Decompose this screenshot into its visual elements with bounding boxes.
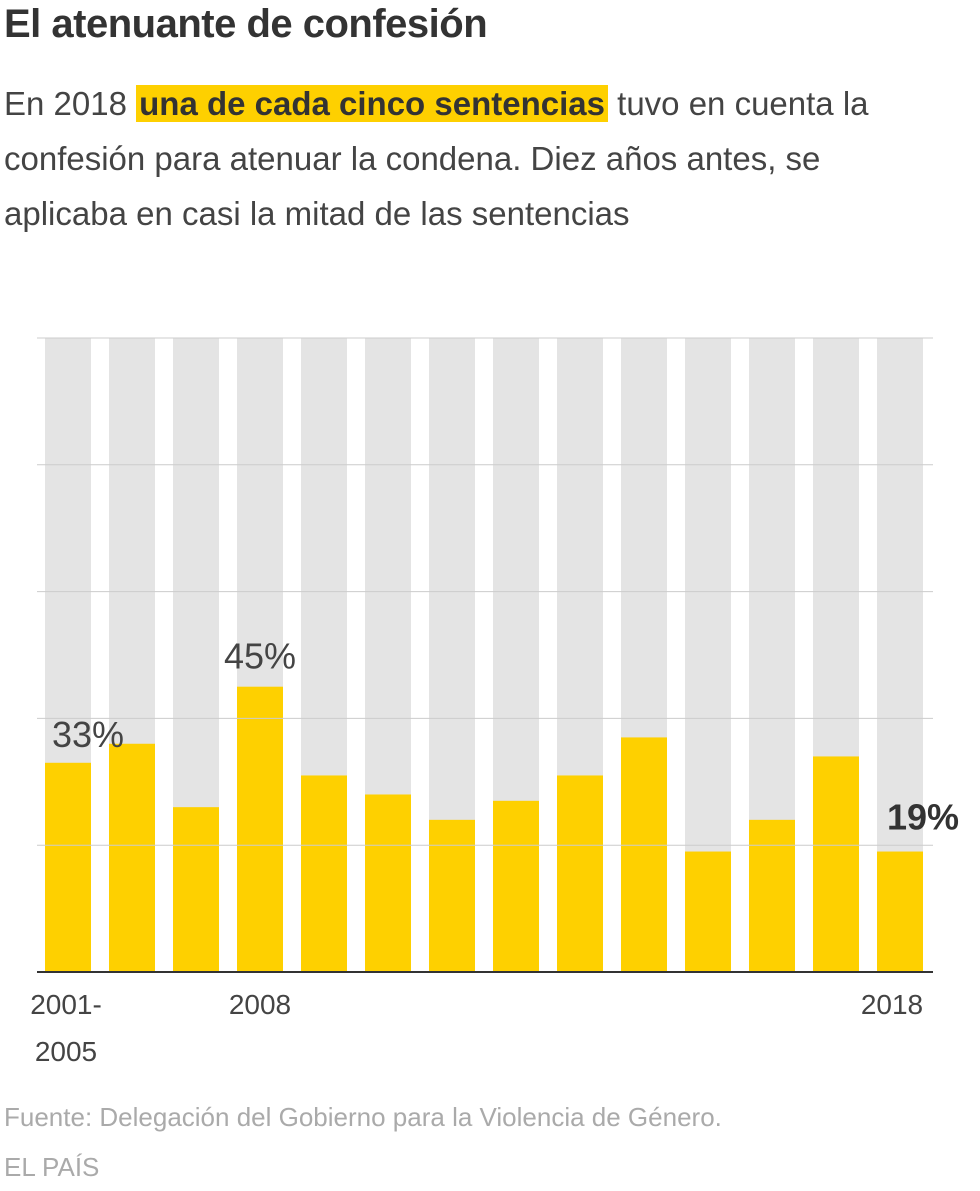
bar [301, 775, 347, 972]
x-tick-label: 2005 [35, 1036, 97, 1067]
bar [493, 800, 539, 972]
chart-subtitle: En 2018 una de cada cinco sentencias tuv… [4, 76, 904, 241]
bar [685, 851, 731, 972]
bar [173, 807, 219, 972]
x-tick-label: 2018 [861, 989, 923, 1020]
bar [365, 794, 411, 972]
bar [877, 851, 923, 972]
data-label: 19% [887, 797, 959, 838]
bar [749, 819, 795, 972]
bar [237, 686, 283, 972]
subtitle-highlight: una de cada cinco sentencias [136, 85, 608, 122]
data-label: 45% [224, 636, 296, 677]
data-label: 33% [52, 714, 124, 755]
subtitle-text: En 2018 [4, 85, 137, 122]
bar [109, 743, 155, 972]
x-tick-label: 2001- [30, 989, 102, 1020]
x-tick-label: 2008 [229, 989, 291, 1020]
bar [557, 775, 603, 972]
chart-title: El atenuante de confesión [4, 2, 488, 46]
bar [813, 756, 859, 972]
bar-chart: 33% 45% 19% 2001- 2005 2008 2018 [30, 337, 959, 1067]
source-note: Fuente: Delegación del Gobierno para la … [4, 1102, 722, 1132]
bar [429, 819, 475, 972]
subtitle-text-end: tuvo en cuenta la confesión para atenuar… [4, 85, 869, 232]
brand-logo: EL PAÍS [4, 1152, 100, 1182]
bar [621, 737, 667, 972]
bar [45, 762, 91, 972]
